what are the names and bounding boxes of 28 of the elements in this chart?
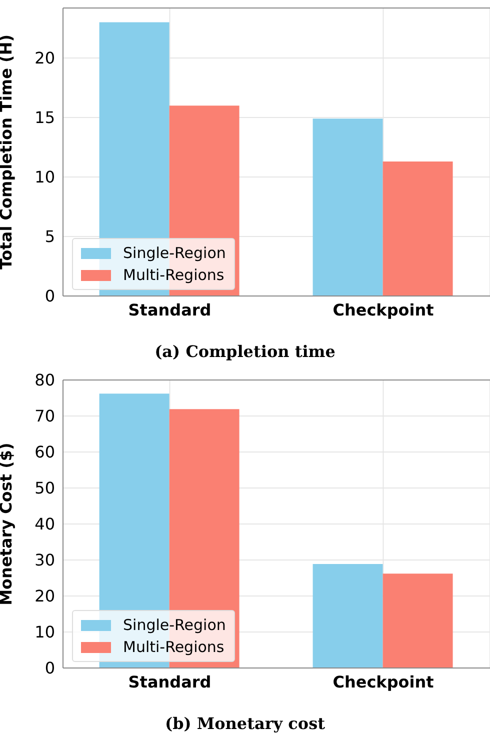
legend-label: Single-Region [123, 616, 226, 634]
y-tick-label: 10 [34, 168, 55, 187]
y-tick-label: 0 [44, 658, 55, 678]
legend-label: Single-Region [123, 244, 226, 262]
y-tick-label: 60 [34, 442, 55, 462]
y-tick-label: 20 [34, 48, 55, 68]
x-tick-label: Standard [128, 300, 212, 320]
bar [312, 118, 383, 296]
y-tick-label: 30 [34, 550, 55, 570]
y-tick-label: 10 [34, 622, 55, 642]
y-tick-label: 20 [34, 586, 55, 606]
text: (a) Completion time [154, 342, 336, 361]
x-tick-label: Checkpoint [332, 672, 434, 692]
y-tick-label: 15 [34, 108, 55, 128]
bar [382, 574, 453, 668]
y-tick-label: 40 [34, 514, 55, 534]
x-tick-label: Standard [128, 672, 212, 692]
legend-label: Multi-Regions [123, 266, 224, 284]
y-tick-label: 70 [34, 406, 55, 426]
y-tick-label: 50 [34, 478, 55, 498]
y-tick-label: 0 [44, 286, 55, 306]
bar [382, 162, 453, 296]
bar [312, 564, 383, 668]
x-tick-label: Checkpoint [332, 300, 434, 320]
text: (b) Monetary cost [164, 714, 326, 733]
legend-label: Multi-Regions [123, 638, 224, 656]
y-tick-label: 5 [44, 227, 55, 246]
y-tick-label: 80 [34, 370, 55, 390]
